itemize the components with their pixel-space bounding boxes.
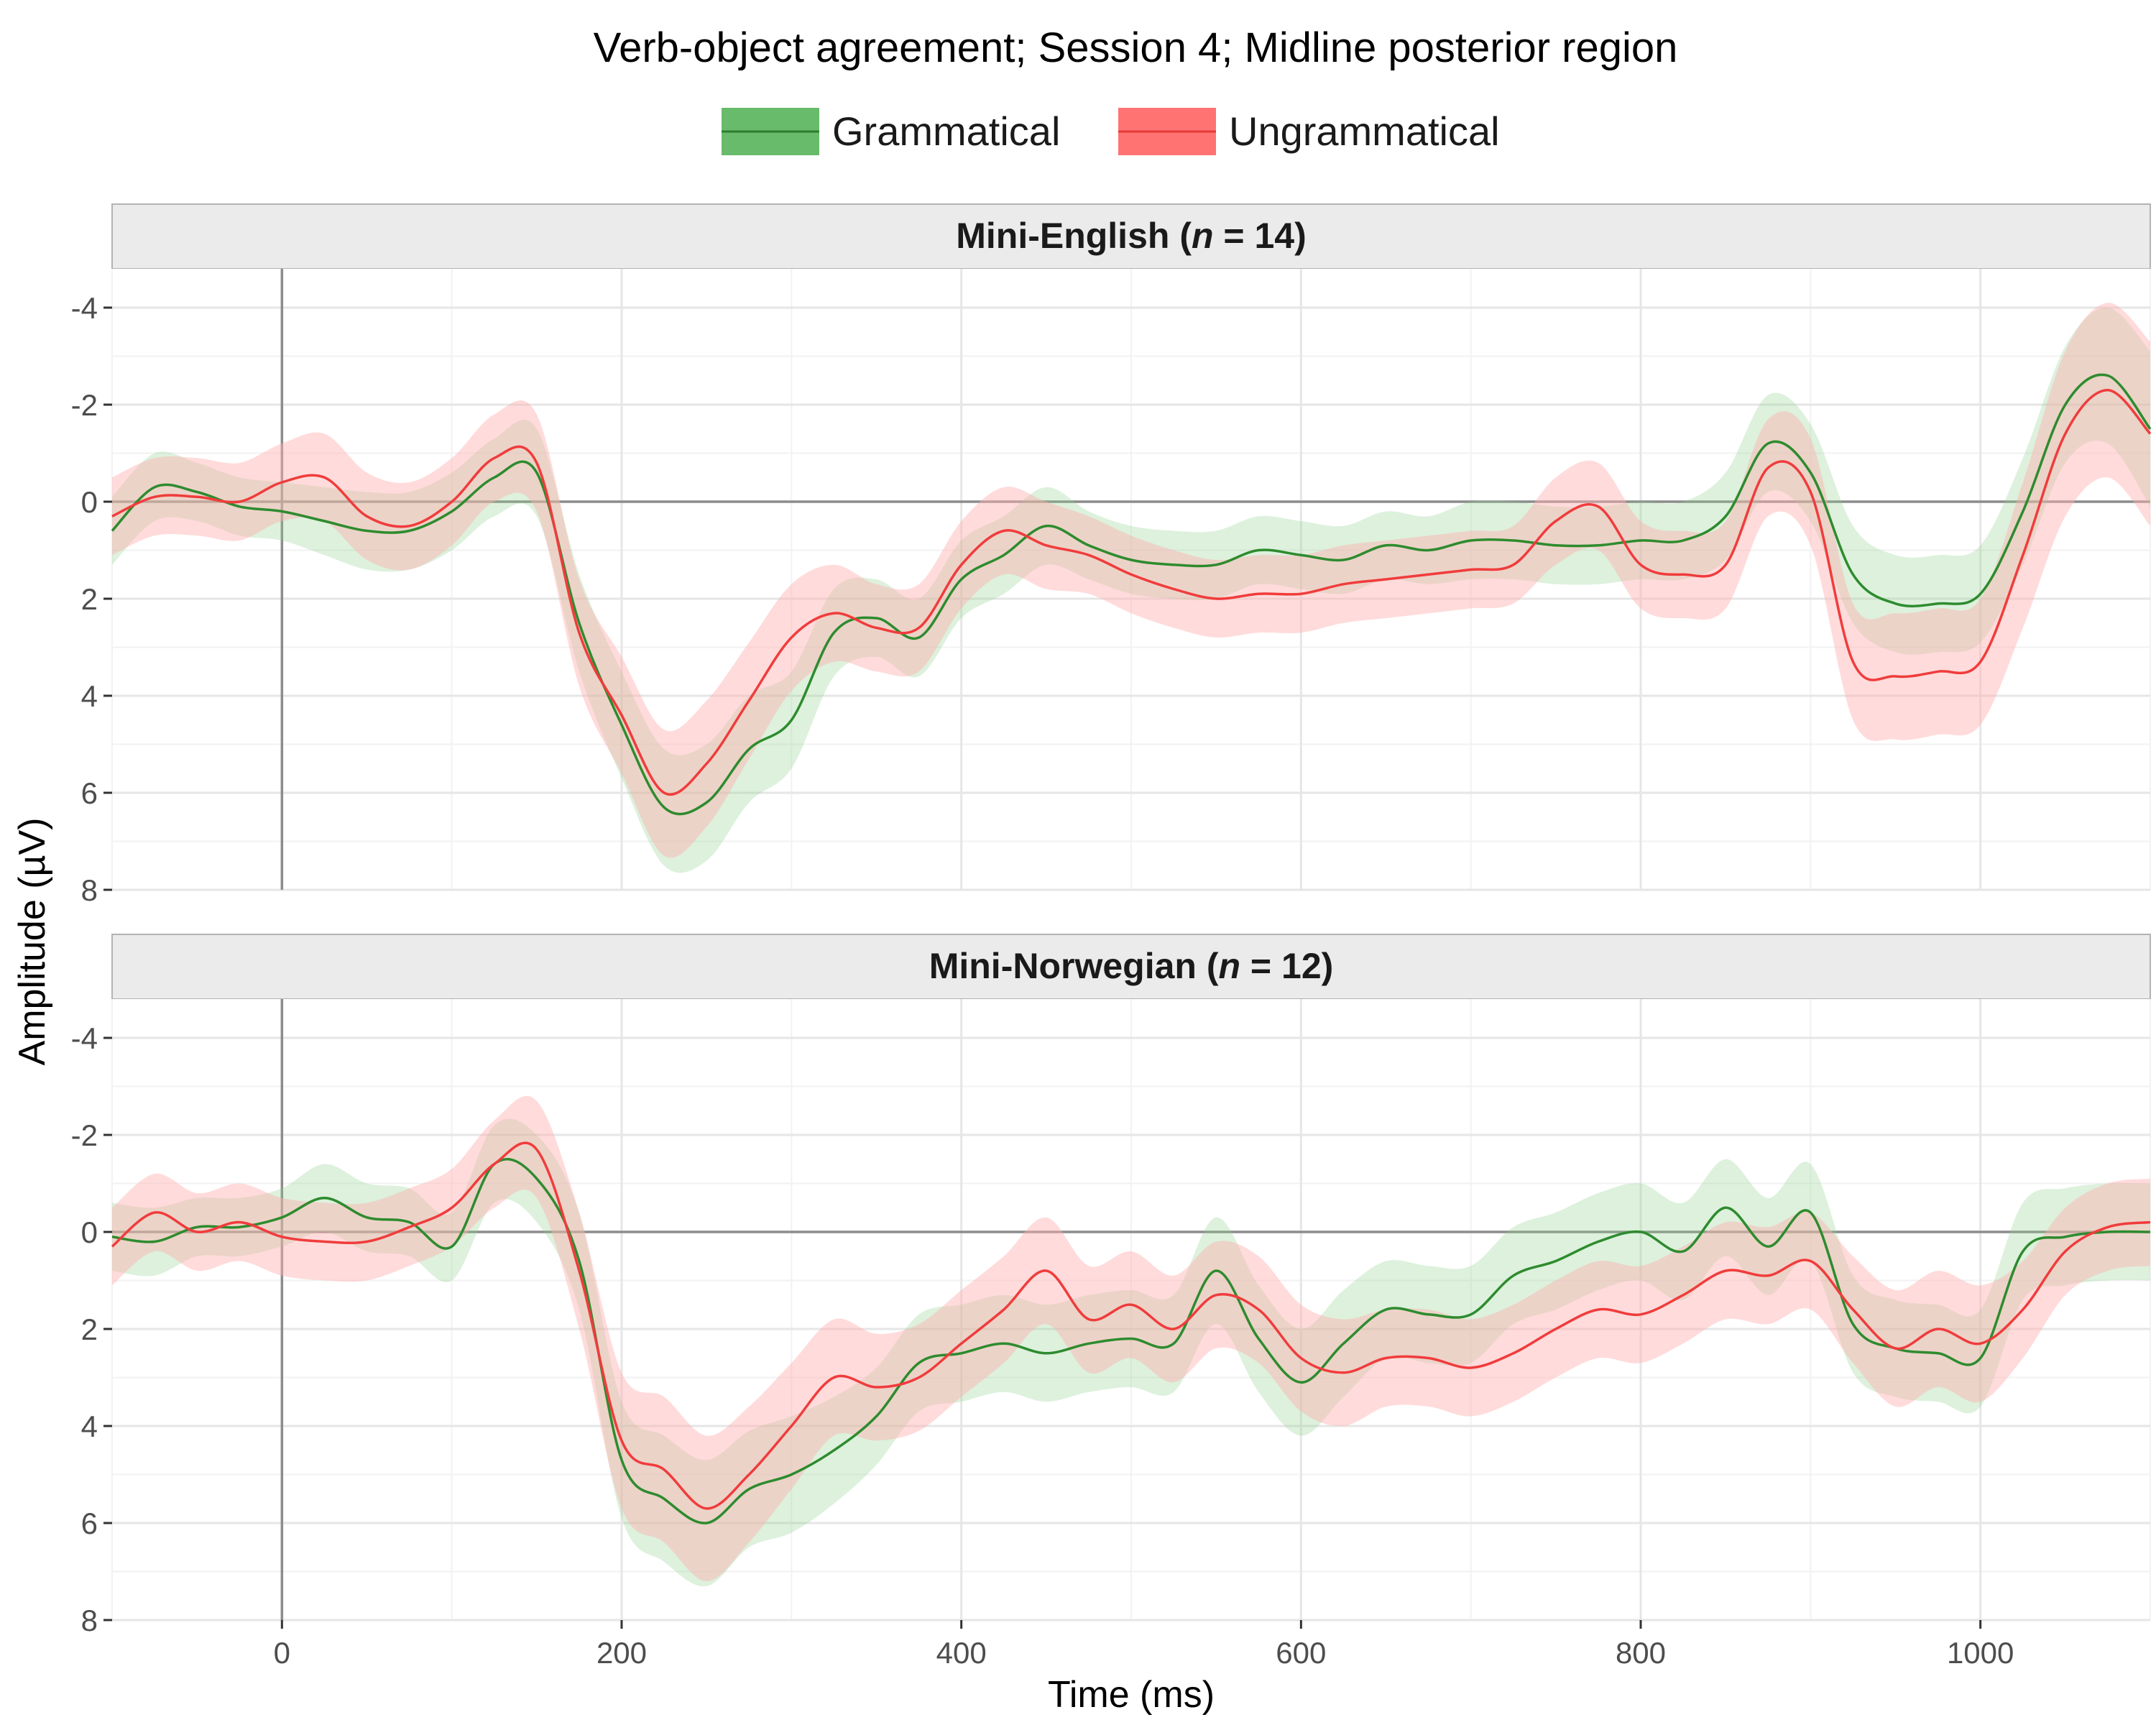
panel-mini-norwegian: Mini-Norwegian (n = 12) -4 -2 0 2 4 6 8 bbox=[71, 934, 2151, 1637]
x-tick-label: 200 bbox=[596, 1636, 647, 1670]
legend: Grammatical Ungrammatical bbox=[722, 108, 1500, 155]
y-tick-label: 2 bbox=[81, 1312, 98, 1346]
legend-label-grammatical: Grammatical bbox=[832, 109, 1060, 154]
panel-mini-english: Mini-English (n = 14) -4 -2 0 2 4 6 8 bbox=[71, 203, 2152, 907]
chart-title: Verb-object agreement; Session 4; Midlin… bbox=[594, 24, 1678, 71]
y-axis-title: Amplitude (µV) bbox=[11, 818, 53, 1066]
series-line-grammatical bbox=[111, 1158, 2151, 1524]
series-line-ungrammatical bbox=[111, 1141, 2151, 1510]
y-tick-label: -4 bbox=[71, 1021, 98, 1055]
y-tick-label: 6 bbox=[81, 1506, 98, 1540]
y-tick-label: -4 bbox=[71, 291, 98, 325]
confidence-band-grammatical bbox=[112, 1118, 2150, 1587]
y-tick-label: 6 bbox=[81, 776, 98, 810]
series-line-ungrammatical bbox=[111, 389, 2152, 796]
x-tick-label: 0 bbox=[274, 1636, 290, 1670]
y-tick-label: 2 bbox=[81, 582, 98, 616]
x-tick-label: 400 bbox=[936, 1636, 987, 1670]
y-tick-label: 0 bbox=[81, 485, 98, 519]
x-tick-label: 800 bbox=[1616, 1636, 1666, 1670]
confidence-band-grammatical bbox=[112, 307, 2150, 873]
plot-area: -4 -2 0 2 4 6 8 bbox=[71, 269, 2152, 907]
strip-background bbox=[111, 203, 2151, 270]
y-tick-label: -2 bbox=[71, 388, 98, 422]
strip-label: Mini-English (n = 14) bbox=[956, 216, 1307, 256]
legend-label-ungrammatical: Ungrammatical bbox=[1229, 109, 1500, 154]
y-tick-label: -2 bbox=[71, 1118, 98, 1152]
y-tick-label: 4 bbox=[81, 679, 98, 713]
strip-label: Mini-Norwegian (n = 12) bbox=[929, 946, 1334, 986]
x-axis: 0 200 400 600 800 1000 bbox=[274, 1620, 2014, 1670]
x-tick-label: 1000 bbox=[1947, 1636, 2014, 1670]
x-tick-label: 600 bbox=[1276, 1636, 1326, 1670]
series-line-grammatical bbox=[111, 373, 2152, 816]
confidence-band-ungrammatical bbox=[112, 303, 2150, 858]
plot-area: -4 -2 0 2 4 6 8 bbox=[71, 999, 2151, 1637]
y-tick-label: 8 bbox=[81, 1604, 98, 1637]
x-axis-title: Time (ms) bbox=[1048, 1674, 1215, 1716]
y-tick-label: 4 bbox=[81, 1409, 98, 1443]
y-tick-label: 0 bbox=[81, 1215, 98, 1249]
y-tick-label: 8 bbox=[81, 873, 98, 907]
strip-background bbox=[111, 934, 2151, 1000]
